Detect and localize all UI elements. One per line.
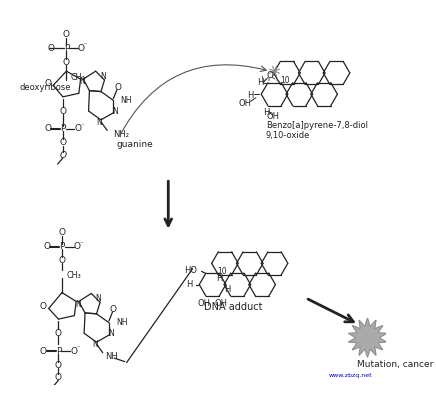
Text: O: O (48, 44, 55, 53)
Text: Benzo[a]pyrene-7,8-diol
9,10-oxide: Benzo[a]pyrene-7,8-diol 9,10-oxide (266, 121, 368, 140)
Text: OH: OH (239, 99, 252, 108)
Text: N: N (95, 294, 101, 303)
Text: P: P (56, 346, 61, 355)
Text: O: O (63, 58, 70, 67)
Text: O: O (55, 373, 62, 382)
Text: www.zbzq.net: www.zbzq.net (328, 373, 372, 378)
Text: N: N (79, 77, 85, 86)
Text: NH: NH (106, 352, 118, 361)
Text: NH₂: NH₂ (113, 129, 129, 139)
Text: O: O (44, 79, 51, 88)
Text: O: O (58, 228, 65, 237)
Text: CH₂: CH₂ (71, 73, 85, 82)
Text: O: O (266, 71, 274, 80)
Text: H: H (248, 91, 254, 100)
Polygon shape (348, 318, 387, 357)
Text: N: N (108, 329, 113, 338)
Text: NH: NH (120, 96, 132, 105)
Text: O: O (74, 242, 81, 251)
Text: H: H (263, 108, 269, 117)
Text: O: O (55, 361, 62, 370)
Text: Mutation, cancer: Mutation, cancer (357, 360, 433, 369)
Text: H: H (225, 286, 231, 295)
Text: O: O (40, 302, 47, 311)
Text: ⁻: ⁻ (81, 123, 84, 129)
Text: NH: NH (116, 318, 127, 327)
Text: O: O (44, 124, 51, 133)
Text: OH: OH (267, 112, 280, 121)
Text: 10: 10 (280, 76, 290, 85)
Text: O: O (70, 346, 77, 355)
Text: HO: HO (184, 266, 197, 275)
Text: O: O (59, 106, 66, 115)
Text: CH₃: CH₃ (66, 271, 81, 280)
Text: O: O (63, 30, 70, 39)
Text: H: H (216, 274, 222, 283)
Text: N: N (112, 106, 118, 115)
Text: P: P (59, 242, 65, 251)
Text: OH: OH (215, 299, 228, 308)
Text: O: O (55, 329, 62, 338)
Text: O: O (59, 151, 66, 160)
Text: N: N (96, 118, 102, 127)
Text: O: O (40, 346, 47, 355)
Text: ⁻: ⁻ (84, 42, 88, 49)
Text: P: P (60, 124, 65, 133)
Text: O: O (58, 256, 65, 265)
Text: H: H (186, 280, 192, 289)
Text: N: N (100, 72, 106, 81)
Text: O: O (114, 82, 121, 92)
Text: O: O (44, 242, 51, 251)
Text: guanine: guanine (117, 140, 153, 149)
Text: ⁻: ⁻ (80, 241, 83, 247)
Text: ⁻: ⁻ (76, 345, 80, 351)
Text: OH: OH (198, 299, 211, 308)
Text: O: O (75, 124, 82, 133)
Text: P: P (64, 44, 69, 53)
Text: O: O (78, 44, 85, 53)
Text: deoxyribose: deoxyribose (20, 82, 71, 92)
Text: O: O (110, 305, 117, 314)
Text: DNA adduct: DNA adduct (204, 302, 262, 312)
Text: 10: 10 (217, 267, 227, 276)
Text: N: N (92, 340, 98, 349)
Text: N: N (75, 299, 81, 308)
Text: H: H (258, 78, 264, 87)
Text: O: O (59, 138, 66, 147)
